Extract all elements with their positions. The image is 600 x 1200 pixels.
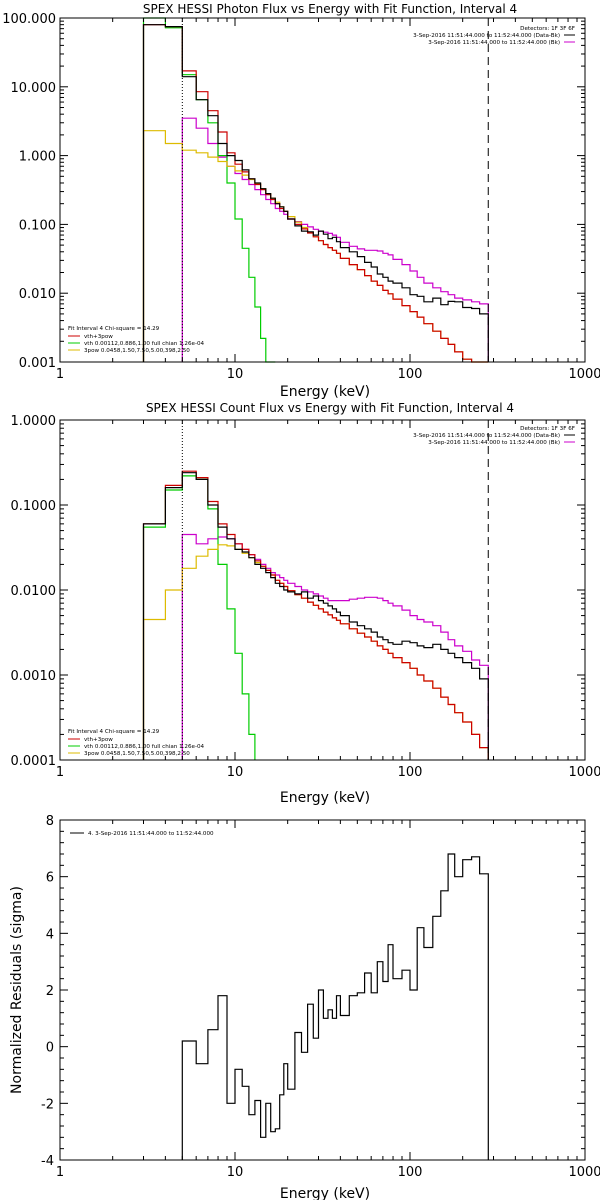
fit-legend-powerlaw-label-2: 3pow 0.0458,1.50,7.50,5.00,398,2.50 <box>84 751 190 757</box>
y-tick-label: 0.010 <box>19 287 56 302</box>
residuals-panel: 1 10 100 1000 -4 -2 0 2 4 6 8 Energy (keV) Normali… <box>9 814 600 1200</box>
x-tick-label: 100 <box>398 765 423 780</box>
count-flux-panel: SPEX HESSI Count Flux vs Energy with Fit… <box>11 401 600 806</box>
series-3pow <box>142 130 489 363</box>
y-tick-label: 6 <box>46 871 54 886</box>
series-data-bk <box>142 24 489 362</box>
y-tick-label: 0.100 <box>19 218 56 233</box>
residuals-legend-label: 4. 3-Sep-2016 11:51:44.000 to 11:52:44.0… <box>88 831 214 837</box>
series-vth-3pow <box>142 24 489 363</box>
x-tick-label: 10 <box>227 765 244 780</box>
photon-flux-xlabel: Energy (keV) <box>280 384 370 400</box>
residuals-ticks: 1 10 100 1000 -4 -2 0 2 4 6 8 <box>41 814 600 1180</box>
count-flux-ticks: 1 10 100 1000 0.0001 0.0010 0.0100 0.1000 1.0000 <box>11 414 600 780</box>
photon-flux-series <box>142 17 489 363</box>
photon-flux-data-legend: Detectors: 1F 3F 6F 3-Sep-2016 11:51:44.… <box>413 26 575 46</box>
series-residuals <box>181 853 489 1160</box>
x-tick-label: 1000 <box>568 367 600 382</box>
y-tick-label: 8 <box>46 814 54 829</box>
series-bk <box>181 117 489 362</box>
residuals-series <box>181 853 489 1160</box>
y-tick-label: 0.0100 <box>11 584 57 599</box>
photon-flux-plot-frame <box>59 17 586 363</box>
y-tick-label: 10.000 <box>11 81 57 96</box>
fit-legend-total-label: vth+3pow <box>84 334 113 340</box>
residuals-xlabel: Energy (keV) <box>280 1186 370 1200</box>
x-tick-label: 1 <box>56 367 64 382</box>
fit-legend-total-label-2: vth+3pow <box>84 737 113 743</box>
series-data-bk <box>142 472 489 760</box>
y-tick-label: 2 <box>46 984 54 999</box>
count-flux-plot-frame <box>59 419 586 761</box>
residuals-legend: 4. 3-Sep-2016 11:51:44.000 to 11:52:44.0… <box>70 831 214 837</box>
count-flux-series <box>142 420 489 760</box>
x-tick-label: 1000 <box>568 765 600 780</box>
residuals-ylabel: Normalized Residuals (sigma) <box>9 886 25 1094</box>
x-tick-label: 100 <box>398 367 423 382</box>
y-tick-label: 4 <box>46 927 54 942</box>
count-flux-title: SPEX HESSI Count Flux vs Energy with Fit… <box>146 401 514 415</box>
detectors-label: Detectors: 1F 3F 6F <box>520 26 575 32</box>
x-tick-label: 1000 <box>568 1165 600 1180</box>
legend-bk-label-2: 3-Sep-2016 11:51:44.000 to 11:52:44.000 … <box>428 440 560 446</box>
y-tick-label: 0.0001 <box>11 754 57 769</box>
series-bk <box>181 533 489 760</box>
y-tick-label: 1.000 <box>19 150 56 165</box>
y-tick-label: -4 <box>41 1154 54 1169</box>
fit-legend-header: Fit Interval 4 Chi-square = 14.29 <box>68 326 160 332</box>
photon-flux-title: SPEX HESSI Photon Flux vs Energy with Fi… <box>143 2 517 16</box>
series-3pow <box>142 544 489 760</box>
y-tick-label: 1.0000 <box>11 414 57 429</box>
y-tick-label: 0.1000 <box>11 499 57 514</box>
x-tick-label: 1 <box>56 1165 64 1180</box>
y-tick-label: -2 <box>41 1097 54 1112</box>
x-tick-label: 100 <box>398 1165 423 1180</box>
y-tick-label: 0.001 <box>19 356 56 371</box>
fit-legend-powerlaw-label: 3pow 0.0458,1.50,7.50,5.00,398,2.50 <box>84 348 190 354</box>
legend-data-bk-label: 3-Sep-2016 11:51:44.000 to 11:52:44.000 … <box>413 33 560 39</box>
photon-flux-ticks: 1 10 100 1000 0.001 0.010 0.100 1.000 10.000 100.… <box>2 12 600 382</box>
fit-legend-header-2: Fit Interval 4 Chi-square = 14.29 <box>68 729 160 735</box>
y-tick-label: 0.0010 <box>11 669 57 684</box>
count-flux-fit-legend: Fit Interval 4 Chi-square = 14.29 vth+3p… <box>68 729 205 757</box>
y-tick-label: 100.000 <box>2 12 56 27</box>
photon-flux-panel: SPEX HESSI Photon Flux vs Energy with Fi… <box>2 2 600 400</box>
series-vth-3pow <box>142 470 489 760</box>
count-flux-xlabel: Energy (keV) <box>280 790 370 806</box>
fit-legend-thermal-label: vth 0.00112,0.886,1.00 full chian 1.26e-… <box>84 341 205 347</box>
count-flux-data-legend: Detectors: 1F 3F 6F 3-Sep-2016 11:51:44.… <box>413 426 575 446</box>
x-tick-label: 1 <box>56 765 64 780</box>
series-vth <box>142 475 256 760</box>
fit-legend-thermal-label-2: vth 0.00112,0.886,1.00 full chian 1.26e-… <box>84 744 205 750</box>
legend-bk-label: 3-Sep-2016 11:51:44.000 to 11:52:44.000 … <box>428 40 560 46</box>
photon-flux-fit-legend: Fit Interval 4 Chi-square = 14.29 vth+3p… <box>68 326 205 354</box>
x-tick-label: 10 <box>227 367 244 382</box>
y-tick-label: 0 <box>46 1041 54 1056</box>
legend-data-bk-label-2: 3-Sep-2016 11:51:44.000 to 11:52:44.000 … <box>413 433 560 439</box>
x-tick-label: 10 <box>227 1165 244 1180</box>
detectors-label-2: Detectors: 1F 3F 6F <box>520 426 575 432</box>
residuals-plot-frame <box>59 819 586 1161</box>
